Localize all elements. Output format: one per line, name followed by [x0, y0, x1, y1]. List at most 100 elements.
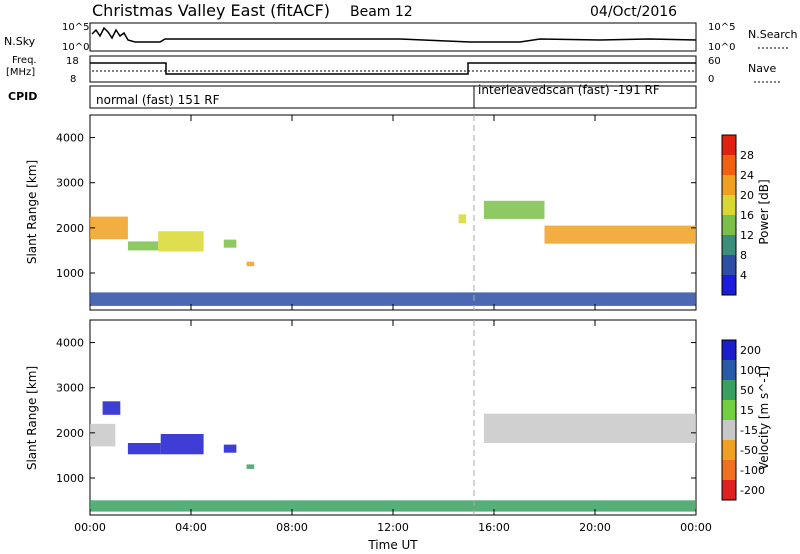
power-colorbar-label: Power [dB] [757, 179, 771, 244]
freq-label-line1: Freq. [12, 55, 37, 66]
x-tick-label: 04:00 [175, 521, 207, 534]
echo-region [127, 443, 161, 455]
echo-region [158, 231, 204, 252]
nsky-label: N.Sky [4, 35, 36, 48]
y-tick-label: 4000 [56, 337, 84, 350]
x-tick-label: 08:00 [276, 521, 308, 534]
nsearch-label: N.Search [748, 28, 798, 41]
y-tick-label: 4000 [56, 132, 84, 145]
x-axis-label: Time UT [367, 538, 418, 552]
colorbar-segment [722, 460, 736, 480]
colorbar-segment [722, 235, 736, 255]
cpid-left-text: normal (fast) 151 RF [96, 93, 220, 107]
colorbar-tick-label: -50 [740, 444, 758, 457]
y-tick-label: 3000 [56, 177, 84, 190]
velocity-panel: 1000 2000 3000 4000 00:00 04:00 08:00 12:00 16:… [25, 319, 771, 534]
nsky-tick-top: 10^5 [62, 22, 89, 33]
x-tick-label: 00:00 [74, 521, 106, 534]
freq-frame [89, 55, 697, 83]
colorbar-segment [722, 360, 736, 380]
cpid-panel: CPID normal (fast) 151 RF interleavedsca… [8, 83, 697, 109]
colorbar-tick-label: -200 [740, 484, 765, 497]
cpid-right-text: interleavedscan (fast) -191 RF [478, 83, 660, 97]
x-tick-label: 12:00 [377, 521, 409, 534]
y-tick-label: 1000 [56, 472, 84, 485]
echo-region [544, 225, 696, 244]
colorbar-tick-label: 20 [740, 189, 754, 202]
nave-label: Nave [748, 62, 776, 75]
colorbar-tick-label: 200 [740, 344, 761, 357]
freq-tick-bottom: 8 [70, 74, 76, 85]
colorbar-segment [722, 155, 736, 175]
echo-region [458, 214, 467, 224]
power-ylabel: Slant Range [km] [25, 160, 39, 264]
power-y-ticks: 1000 2000 3000 4000 [56, 132, 696, 280]
echo-region [90, 500, 696, 512]
colorbar-tick-label: 15 [740, 404, 754, 417]
colorbar-segment [722, 275, 736, 295]
colorbar-segment [722, 195, 736, 215]
echo-region [160, 434, 204, 455]
freq-line [90, 62, 696, 75]
freq-panel: Freq. [MHz] 18 8 60 0 Nave [6, 55, 782, 85]
velocity-ylabel: Slant Range [km] [25, 366, 39, 470]
echo-region [246, 261, 255, 267]
echo-region [90, 423, 116, 447]
echo-region [223, 444, 237, 453]
nsky-frame [89, 22, 697, 52]
nave-tick-top: 60 [708, 56, 721, 67]
echo-region [90, 292, 696, 306]
velocity-colorbar: 200 100 50 15 -15 -50 -100 -200 [721, 339, 765, 501]
colorbar-segment [722, 135, 736, 155]
colorbar-tick-label: 24 [740, 169, 754, 182]
power-x-ticks [89, 115, 697, 310]
colorbar-segment [722, 380, 736, 400]
x-tick-label: 16:00 [478, 521, 510, 534]
echo-region [246, 464, 255, 469]
echo-region [223, 239, 237, 248]
echo-region [90, 216, 128, 240]
colorbar-tick-label: 4 [740, 269, 747, 282]
nsky-panel: N.Sky 10^5 10^0 10^5 10^0 N.Search [4, 22, 798, 53]
echo-region [127, 241, 159, 251]
colorbar-segment [722, 255, 736, 275]
colorbar-frame [721, 339, 737, 501]
power-echoes [90, 200, 696, 306]
colorbar-tick-label: 100 [740, 364, 761, 377]
colorbar-segment [722, 480, 736, 500]
colorbar-segment [722, 215, 736, 235]
velocity-x-ticks: 00:00 04:00 08:00 12:00 16:00 20:00 00:00 [74, 320, 712, 534]
nsearch-tick-bottom: 10^0 [708, 42, 735, 53]
y-tick-label: 2000 [56, 427, 84, 440]
cpid-label: CPID [8, 90, 37, 103]
velocity-colorbar-label: Velocity [m s^-1] [757, 366, 771, 470]
colorbar-segment [722, 420, 736, 440]
echo-region [483, 200, 545, 219]
power-panel: 1000 2000 3000 4000 Slant Range [km] 4 8 12 16… [25, 114, 771, 311]
colorbar-segment [722, 400, 736, 420]
echo-region [483, 413, 696, 443]
echo-region [102, 401, 121, 415]
power-colorbar: 4 8 12 16 20 24 28 [721, 134, 754, 296]
colorbar-tick-label: 16 [740, 209, 754, 222]
y-tick-label: 1000 [56, 267, 84, 280]
freq-label-line2: [MHz] [6, 67, 35, 78]
colorbar-segment [722, 175, 736, 195]
velocity-y-ticks: 1000 2000 3000 4000 [56, 337, 696, 485]
date-label: 04/Oct/2016 [590, 4, 677, 20]
colorbar-segment [722, 440, 736, 460]
velocity-echoes [90, 401, 696, 512]
colorbar-tick-label: -15 [740, 424, 758, 437]
freq-tick-top: 18 [66, 56, 79, 67]
colorbar-tick-label: -100 [740, 464, 765, 477]
title: Christmas Valley East (fitACF) [92, 1, 330, 20]
nsky-tick-bottom: 10^0 [62, 42, 89, 53]
colorbar-segment [722, 340, 736, 360]
x-tick-label: 00:00 [680, 521, 712, 534]
colorbar-frame [721, 134, 737, 296]
power-frame [89, 114, 697, 311]
y-tick-label: 3000 [56, 382, 84, 395]
colorbar-tick-label: 12 [740, 229, 754, 242]
nsearch-tick-top: 10^5 [708, 22, 735, 33]
